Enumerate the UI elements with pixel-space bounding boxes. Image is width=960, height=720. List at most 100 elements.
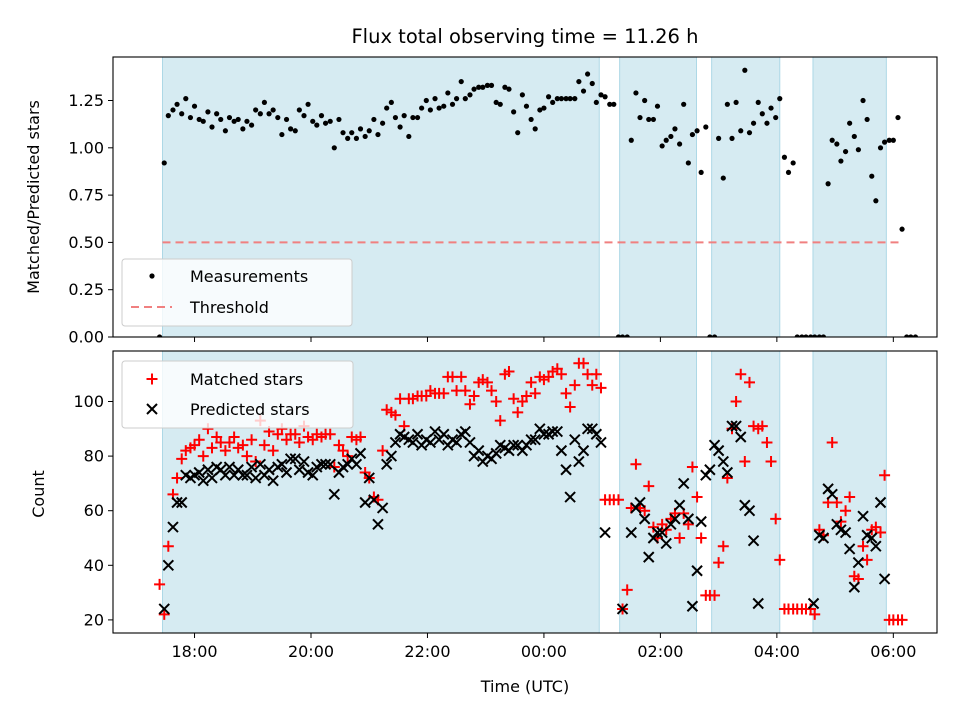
matched-star-point [713,557,725,569]
measurement-point [607,101,613,107]
matched-star-point [508,393,520,405]
predicted-star-point [385,450,398,462]
chart-title: Flux total observing time = 11.26 h [351,25,698,48]
measurement-point [519,92,525,98]
predicted-star-point [577,444,590,457]
measurement-point [392,114,399,121]
x-tick-label: 20:00 [288,642,334,661]
axes-frame [112,56,938,338]
matched-star-point [171,472,183,484]
matched-star-point [267,445,279,457]
measurement-point [336,116,342,123]
matched-star-point [258,439,270,451]
predicted-star-point [826,488,838,501]
measurement-point [384,105,390,111]
predicted-star-point [726,420,738,432]
measurement-point [200,118,206,124]
measurement-point [615,334,622,337]
predicted-star-point [595,436,607,449]
matched-star-point [879,469,891,481]
measurement-point [707,334,713,337]
matched-star-point [455,371,467,383]
y-tick-label: 20 [84,610,104,629]
predicted-star-point [368,494,380,506]
matched-star-point [695,532,707,544]
measurement-point [541,105,547,111]
measurement-point [619,334,626,337]
y-tick-label: 0.50 [68,233,104,252]
measurement-point [777,96,783,102]
predicted-star-point [429,425,441,438]
measurement-point [759,111,765,117]
measurement-point [488,82,495,88]
measurement-point [589,80,595,87]
measurement-point [401,113,407,119]
measurement-point [808,334,814,337]
predicted-star-point [581,423,594,435]
measurement-point [380,120,386,126]
measurement-point [750,120,757,126]
predicted-star-point [450,436,463,449]
matched-star-point [743,376,755,388]
measurement-point [235,116,241,123]
measurement-point [698,169,704,176]
legend-label-threshold: Threshold [189,298,269,317]
measurement-point [523,103,530,109]
predicted-star-point [634,496,646,509]
measurement-point [497,101,503,107]
predicted-star-point [721,466,734,479]
measurement-point [226,114,233,121]
measurement-point [453,96,460,102]
measurement-point [881,139,888,145]
measurement-point [480,84,486,90]
matched-star-point [354,431,366,443]
predicted-star-point [843,543,856,555]
predicted-star-point [162,559,175,572]
measurement-point [637,114,643,121]
measurement-point [275,114,281,121]
matched-star-point [875,527,887,539]
matched-star-point [241,450,253,462]
matched-star-point [486,385,498,397]
measurement-point [436,105,442,111]
measurement-point [694,128,700,134]
measurement-point [773,114,779,121]
measurement-point [366,128,372,134]
measurement-point [511,109,517,115]
measurement-point [314,122,320,128]
matched-star-point [555,368,567,380]
matched-star-point [293,436,305,448]
measurement-point [410,114,416,121]
matched-star-point [721,472,733,484]
measurement-point [908,334,914,337]
predicted-star-point [372,518,384,531]
matched-star-point [770,513,782,525]
measurement-point [156,334,163,337]
measurement-point [445,90,451,96]
measurement-point [838,158,844,164]
measurement-point [816,334,822,337]
predicted-star-point [752,597,764,610]
y-tick-label: 80 [84,447,104,466]
predicted-star-point [682,513,695,525]
predicted-star-point [870,540,882,552]
measurement-point [646,116,652,123]
predicted-star-point [555,444,568,457]
predicted-star-point [730,420,742,432]
measurement-point [253,107,259,113]
matched-star-point [840,505,852,517]
measurement-point [449,101,456,107]
top-y-axis-label: Matched/Predicted stars [24,100,43,294]
measurement-point [746,130,753,136]
measurement-point [598,92,604,98]
matched-star-point [765,456,777,468]
measurement-point [353,135,360,141]
predicted-star-point [407,436,419,449]
matched-star-point [564,401,576,413]
matched-star-point [826,436,838,448]
plot-area [156,57,919,337]
measurement-point [912,334,919,337]
measurement-point [318,113,325,119]
measurement-point [196,116,202,123]
plot-area [154,351,908,633]
